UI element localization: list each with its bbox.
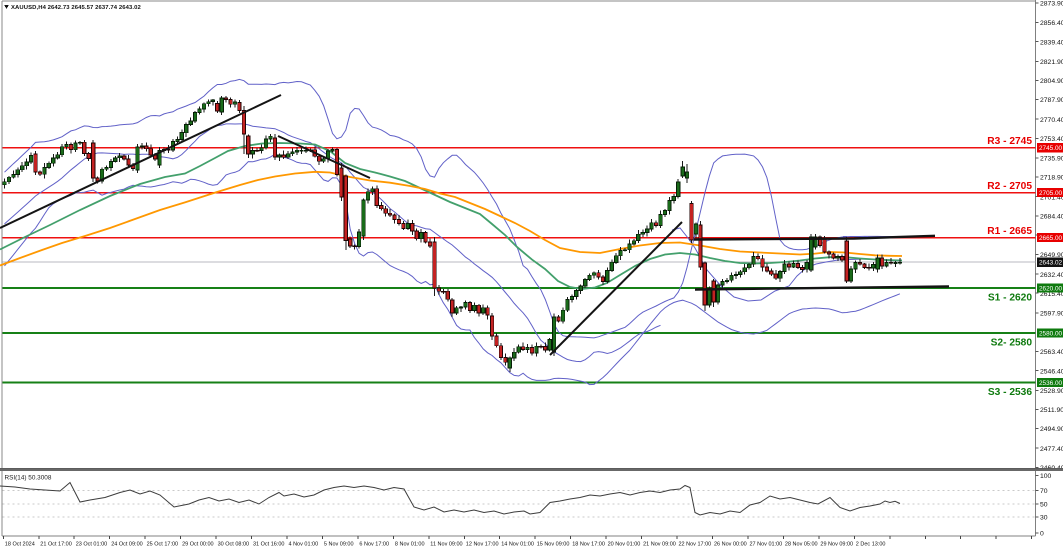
svg-text:2701.40: 2701.40 [1040,194,1063,201]
svg-text:2546.40: 2546.40 [1040,368,1063,375]
svg-text:24 Oct 09:00: 24 Oct 09:00 [111,542,143,548]
svg-text:2856.40: 2856.40 [1040,20,1063,27]
svg-text:2632.40: 2632.40 [1040,272,1063,279]
svg-text:2536.00: 2536.00 [1039,380,1063,387]
svg-text:8 Nov 01:00: 8 Nov 01:00 [395,542,425,548]
svg-text:2873.90: 2873.90 [1040,1,1063,8]
svg-text:RSI(14) 50.3008: RSI(14) 50.3008 [5,475,52,482]
svg-text:26 Nov 00:00: 26 Nov 00:00 [714,542,747,548]
svg-text:2511.90: 2511.90 [1040,407,1063,414]
svg-text:2718.90: 2718.90 [1040,175,1063,182]
svg-text:31 Oct 16:00: 31 Oct 16:00 [253,542,285,548]
svg-text:18 Nov 17:00: 18 Nov 17:00 [572,542,605,548]
svg-text:2787.90: 2787.90 [1040,97,1063,104]
svg-text:2684.40: 2684.40 [1040,213,1063,220]
svg-text:R2 - 2705: R2 - 2705 [987,181,1032,192]
svg-text:R3 - 2745: R3 - 2745 [987,136,1032,147]
svg-text:2494.90: 2494.90 [1040,426,1063,433]
svg-text:100: 100 [1040,473,1052,480]
svg-text:S3 - 2536: S3 - 2536 [988,387,1033,398]
svg-text:27 Nov 01:00: 27 Nov 01:00 [750,542,783,548]
svg-text:2643.02: 2643.02 [1039,260,1063,267]
svg-text:70: 70 [1040,488,1048,495]
svg-text:S2- 2580: S2- 2580 [991,338,1033,349]
svg-text:2821.90: 2821.90 [1040,59,1063,66]
svg-text:15 Nov 09:00: 15 Nov 09:00 [537,542,570,548]
svg-text:23 Oct 01:00: 23 Oct 01:00 [76,542,108,548]
svg-text:2 Dec 13:00: 2 Dec 13:00 [856,542,886,548]
svg-text:2804.90: 2804.90 [1040,78,1063,85]
svg-text:14 Nov 01:00: 14 Nov 01:00 [501,542,534,548]
svg-text:2705.00: 2705.00 [1039,190,1063,197]
svg-text:50: 50 [1040,501,1048,508]
svg-text:2563.40: 2563.40 [1040,349,1063,356]
svg-text:4 Nov 01:00: 4 Nov 01:00 [289,542,319,548]
svg-text:30 Oct 08:00: 30 Oct 08:00 [218,542,250,548]
svg-text:12 Nov 17:00: 12 Nov 17:00 [466,542,499,548]
svg-text:2735.90: 2735.90 [1040,156,1063,163]
svg-text:29 Nov 09:00: 29 Nov 09:00 [820,542,853,548]
svg-text:20 Nov 01:00: 20 Nov 01:00 [608,542,641,548]
svg-text:18 Oct 2024: 18 Oct 2024 [5,542,35,548]
svg-text:S1 - 2620: S1 - 2620 [988,293,1033,304]
svg-text:2528.90: 2528.90 [1040,388,1063,395]
svg-text:28 Nov 05:00: 28 Nov 05:00 [785,542,818,548]
svg-text:29 Oct 00:00: 29 Oct 00:00 [182,542,214,548]
svg-text:2477.40: 2477.40 [1040,446,1063,453]
svg-text:6 Nov 17:00: 6 Nov 17:00 [359,542,389,548]
svg-text:0: 0 [1040,531,1044,538]
svg-text:2580.00: 2580.00 [1039,331,1063,338]
svg-text:2665.00: 2665.00 [1039,235,1063,242]
svg-text:5 Nov 09:00: 5 Nov 09:00 [324,542,354,548]
svg-text:21 Oct 17:00: 21 Oct 17:00 [40,542,72,548]
svg-text:21 Nov 09:00: 21 Nov 09:00 [643,542,676,548]
svg-text:30: 30 [1040,515,1048,522]
svg-text:XAUUSD,H4 2642.73 2645.57 263: XAUUSD,H4 2642.73 2645.57 2637.74 2643.0… [11,5,141,11]
svg-text:2839.40: 2839.40 [1040,39,1063,46]
svg-text:22 Nov 17:00: 22 Nov 17:00 [679,542,712,548]
svg-text:2745.00: 2745.00 [1039,145,1063,152]
svg-text:2615.40: 2615.40 [1040,291,1063,298]
svg-text:25 Oct 17:00: 25 Oct 17:00 [147,542,179,548]
svg-text:2753.40: 2753.40 [1040,136,1063,143]
svg-text:2620.00: 2620.00 [1039,286,1063,293]
svg-text:R1 - 2665: R1 - 2665 [987,226,1032,237]
svg-text:2770.40: 2770.40 [1040,117,1063,124]
svg-text:11 Nov 09:00: 11 Nov 09:00 [430,542,462,548]
svg-text:2597.90: 2597.90 [1040,311,1063,318]
svg-text:2649.90: 2649.90 [1040,252,1063,259]
